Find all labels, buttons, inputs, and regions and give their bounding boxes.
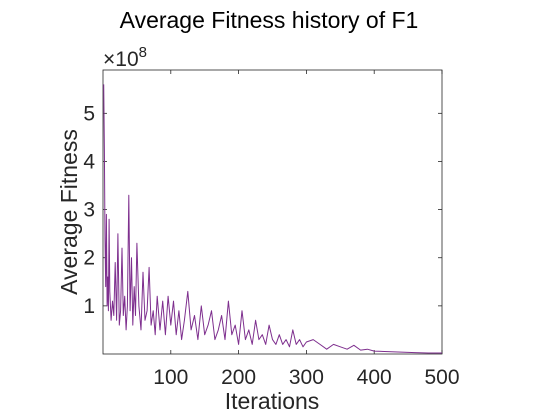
y-multiplier: ×108 bbox=[103, 44, 147, 71]
chart-title: Average Fitness history of F1 bbox=[120, 7, 419, 33]
x-tick-label: 400 bbox=[357, 366, 392, 389]
y-tick-label: 5 bbox=[83, 102, 95, 125]
plot-frame bbox=[102, 69, 443, 355]
x-tick-label: 500 bbox=[424, 366, 459, 389]
y-tick-label: 1 bbox=[83, 295, 95, 318]
x-axis: 100 200 300 400 500 bbox=[153, 70, 460, 389]
y-tick-label: 4 bbox=[83, 150, 95, 173]
x-tick-label: 200 bbox=[221, 366, 256, 389]
y-axis: 1 2 3 4 5 bbox=[83, 102, 442, 318]
y-tick-label: 2 bbox=[83, 247, 95, 270]
x-tick-label: 100 bbox=[153, 366, 188, 389]
y-axis-label: Average Fitness bbox=[56, 129, 82, 295]
y-tick-label: 3 bbox=[83, 199, 95, 222]
x-axis-label: Iterations bbox=[225, 388, 320, 414]
x-tick-label: 300 bbox=[289, 366, 324, 389]
average-fitness-line bbox=[103, 84, 442, 354]
